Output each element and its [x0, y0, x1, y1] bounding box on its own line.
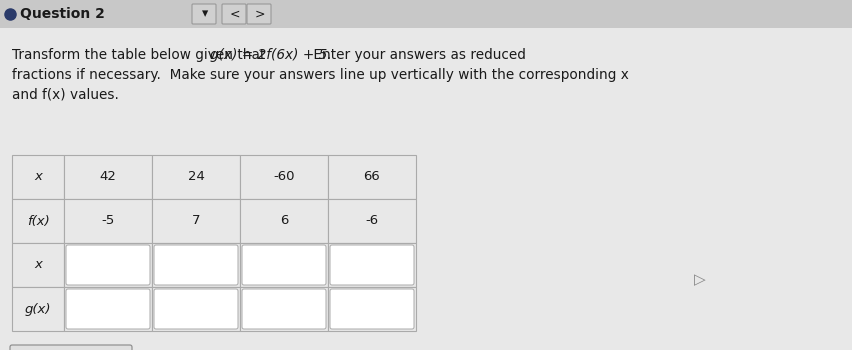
Bar [328, 287, 416, 331]
Bar [152, 287, 240, 331]
FancyBboxPatch shape [222, 4, 246, 24]
Bar [0, 0, 852, 28]
Bar [12, 199, 64, 243]
Text: g(x) = 2f(6x) + 5.: g(x) = 2f(6x) + 5. [210, 48, 331, 62]
Bar [240, 287, 328, 331]
Text: 66: 66 [364, 170, 380, 183]
Bar [152, 199, 240, 243]
FancyBboxPatch shape [10, 345, 132, 350]
Text: ▷: ▷ [694, 273, 705, 287]
FancyBboxPatch shape [242, 245, 326, 285]
FancyBboxPatch shape [154, 245, 238, 285]
Bar [64, 199, 152, 243]
Text: x: x [34, 170, 42, 183]
Text: fractions if necessary.  Make sure your answers line up vertically with the corr: fractions if necessary. Make sure your a… [12, 68, 629, 82]
Text: g(x): g(x) [25, 302, 51, 315]
FancyBboxPatch shape [242, 289, 326, 329]
Bar [240, 199, 328, 243]
Bar [240, 243, 328, 287]
Text: -6: -6 [366, 215, 378, 228]
Text: Question 2: Question 2 [20, 7, 105, 21]
Bar [328, 199, 416, 243]
Bar [64, 155, 152, 199]
FancyBboxPatch shape [192, 4, 216, 24]
Text: 24: 24 [187, 170, 204, 183]
Bar [152, 155, 240, 199]
Text: >: > [255, 7, 265, 21]
FancyBboxPatch shape [247, 4, 271, 24]
FancyBboxPatch shape [66, 245, 150, 285]
Bar [64, 243, 152, 287]
FancyBboxPatch shape [66, 289, 150, 329]
Bar [152, 243, 240, 287]
Bar [12, 243, 64, 287]
Bar [12, 287, 64, 331]
Text: 42: 42 [100, 170, 117, 183]
FancyBboxPatch shape [154, 289, 238, 329]
Bar [240, 155, 328, 199]
Text: x: x [34, 259, 42, 272]
Text: Transform the table below given that: Transform the table below given that [12, 48, 269, 62]
FancyBboxPatch shape [330, 289, 414, 329]
Bar [328, 243, 416, 287]
Bar [64, 287, 152, 331]
Text: 7: 7 [192, 215, 200, 228]
Text: ▾: ▾ [202, 7, 208, 21]
Text: Enter your answers as reduced: Enter your answers as reduced [309, 48, 526, 62]
Text: <: < [230, 7, 240, 21]
Bar [328, 155, 416, 199]
Text: 6: 6 [279, 215, 288, 228]
Text: f(x): f(x) [26, 215, 49, 228]
Text: and f(x) values.: and f(x) values. [12, 88, 119, 102]
Text: -60: -60 [273, 170, 295, 183]
FancyBboxPatch shape [330, 245, 414, 285]
Text: -5: -5 [101, 215, 115, 228]
Bar [12, 155, 64, 199]
